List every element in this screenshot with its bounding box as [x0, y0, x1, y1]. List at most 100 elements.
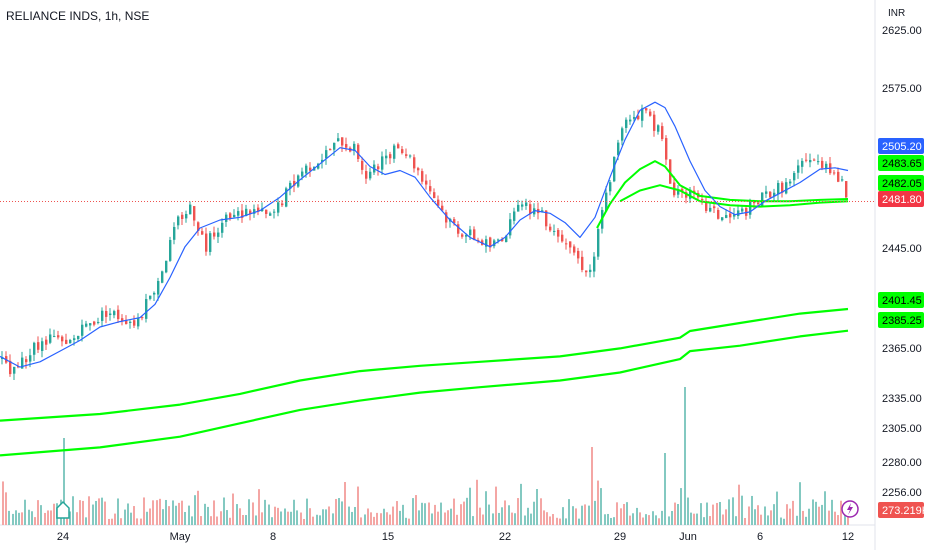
- candle-body: [545, 210, 548, 227]
- candle-body: [713, 206, 716, 209]
- volume-bar: [47, 510, 49, 525]
- volume-bar: [485, 491, 487, 525]
- candle-body: [385, 155, 388, 159]
- volume-bar: [546, 512, 548, 525]
- volume-bar: [252, 502, 254, 525]
- candle-body: [705, 201, 708, 211]
- volume-bar: [351, 511, 353, 525]
- volume-bar: [236, 504, 238, 525]
- volume-bar: [658, 518, 660, 525]
- candle-body: [765, 191, 768, 194]
- candle-body: [629, 119, 632, 122]
- volume-bar: [629, 515, 631, 525]
- candle-body: [213, 232, 216, 237]
- volume-bar: [738, 484, 740, 525]
- volume-bar: [15, 510, 17, 525]
- price-tag-bg: [878, 155, 924, 171]
- candle-body: [137, 318, 140, 327]
- candle-body: [405, 154, 408, 156]
- volume-bar: [261, 512, 263, 525]
- candle-body: [501, 239, 504, 242]
- volume-bar: [776, 491, 778, 525]
- volume-bar: [373, 516, 375, 525]
- volume-bar: [469, 487, 471, 525]
- volume-bar: [783, 518, 785, 525]
- volume-bar: [82, 500, 84, 525]
- volume-bar: [773, 504, 775, 525]
- candle-body: [57, 335, 60, 338]
- volume-bar: [296, 510, 298, 525]
- candle-body: [717, 209, 720, 219]
- volume-bar: [466, 497, 468, 525]
- candle-body: [473, 229, 476, 240]
- candle-body: [185, 214, 188, 219]
- volume-bar: [402, 504, 404, 525]
- candle-body: [677, 190, 680, 195]
- volume-bar: [610, 517, 612, 525]
- candle-body: [389, 154, 392, 159]
- volume-bar: [840, 500, 842, 525]
- volume-bar: [152, 500, 154, 525]
- candle-body: [797, 165, 800, 173]
- volume-bar: [655, 515, 657, 525]
- candle-body: [53, 336, 56, 338]
- volume-bar: [277, 507, 279, 525]
- volume-bar: [280, 511, 282, 525]
- candle-body: [469, 229, 472, 236]
- volume-bar: [444, 512, 446, 525]
- x-tick-label: 8: [270, 531, 276, 543]
- volume-bar: [834, 511, 836, 525]
- volume-bar: [386, 512, 388, 525]
- volume-bar: [303, 518, 305, 525]
- volume-bar: [421, 502, 423, 525]
- volume-bar: [581, 505, 583, 525]
- volume-bar: [696, 513, 698, 525]
- volume-bar: [831, 499, 833, 525]
- candle-body: [257, 207, 260, 212]
- candle-body: [689, 189, 692, 199]
- price-tag-label: 2401.45: [882, 295, 922, 307]
- volume-bar: [837, 515, 839, 525]
- volume-bar: [447, 510, 449, 525]
- volume-bar: [319, 515, 321, 525]
- volume-bar: [136, 518, 138, 525]
- volume-bar: [53, 503, 55, 525]
- candle-body: [461, 234, 464, 237]
- volume-bar: [664, 453, 666, 525]
- volume-bar: [328, 506, 330, 525]
- candle-body: [781, 182, 784, 193]
- volume-bar: [501, 507, 503, 525]
- candle-body: [289, 182, 292, 189]
- volume-bar: [690, 512, 692, 525]
- candle-body: [393, 145, 396, 159]
- volume-bar: [376, 512, 378, 525]
- volume-bar: [578, 518, 580, 525]
- y-tick-label: 2280.00: [882, 457, 922, 469]
- candle-body: [529, 204, 532, 215]
- volume-bar: [210, 516, 212, 525]
- candle-body: [745, 207, 748, 216]
- volume-bar: [597, 480, 599, 525]
- volume-bar: [34, 517, 36, 525]
- volume-bar: [127, 503, 129, 525]
- volume-bar: [540, 498, 542, 525]
- volume-bar: [722, 514, 724, 525]
- candle-body: [33, 342, 36, 355]
- volume-bar: [37, 500, 39, 525]
- candle-body: [165, 260, 168, 273]
- volume-bar: [24, 499, 26, 525]
- volume-bar: [316, 514, 318, 525]
- candle-body: [25, 359, 28, 363]
- y-tick-label: 2365.00: [882, 343, 922, 355]
- volume-bar: [607, 513, 609, 525]
- volume-bar: [453, 498, 455, 525]
- volume-bar: [799, 482, 801, 525]
- candle-body: [525, 202, 528, 206]
- lightning-bolt-icon: [847, 503, 853, 515]
- candle-body: [401, 149, 404, 154]
- candle-body: [457, 224, 460, 234]
- candle-body: [517, 204, 520, 212]
- volume-bar: [415, 495, 417, 525]
- x-tick-label: Jun: [679, 531, 697, 543]
